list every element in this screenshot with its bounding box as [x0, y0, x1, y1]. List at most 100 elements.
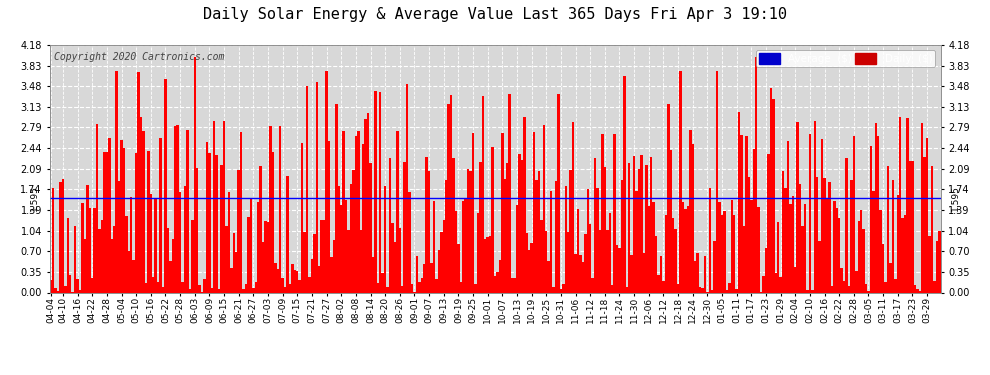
Bar: [148, 152, 149, 292]
Bar: [484, 239, 486, 292]
Bar: [418, 282, 421, 292]
Bar: [266, 222, 269, 292]
Bar: [647, 206, 650, 292]
Bar: [184, 186, 186, 292]
Bar: [819, 241, 821, 292]
Bar: [767, 154, 769, 292]
Bar: [477, 213, 479, 292]
Bar: [614, 134, 616, 292]
Bar: [472, 133, 474, 292]
Bar: [306, 86, 308, 292]
Bar: [138, 72, 140, 292]
Bar: [931, 166, 934, 292]
Bar: [408, 192, 411, 292]
Bar: [281, 278, 284, 292]
Bar: [208, 153, 211, 292]
Bar: [801, 226, 804, 292]
Bar: [877, 136, 879, 292]
Bar: [154, 199, 156, 292]
Bar: [452, 158, 454, 292]
Bar: [501, 132, 504, 292]
Bar: [679, 71, 682, 292]
Bar: [86, 185, 88, 292]
Bar: [582, 262, 584, 292]
Bar: [198, 285, 201, 292]
Bar: [111, 239, 113, 292]
Bar: [567, 232, 569, 292]
Bar: [174, 126, 176, 292]
Bar: [59, 182, 61, 292]
Bar: [916, 289, 919, 292]
Bar: [438, 249, 441, 292]
Bar: [316, 82, 318, 292]
Bar: [747, 177, 750, 292]
Bar: [406, 84, 408, 292]
Bar: [206, 142, 208, 292]
Bar: [794, 267, 797, 292]
Bar: [557, 94, 559, 292]
Bar: [233, 234, 235, 292]
Bar: [752, 149, 755, 292]
Bar: [349, 184, 352, 292]
Bar: [662, 281, 664, 292]
Bar: [714, 241, 716, 292]
Bar: [381, 273, 384, 292]
Bar: [118, 180, 121, 292]
Bar: [889, 263, 892, 292]
Bar: [321, 220, 323, 292]
Bar: [128, 251, 130, 292]
Bar: [454, 211, 457, 292]
Bar: [929, 236, 931, 292]
Bar: [386, 287, 389, 292]
Bar: [61, 179, 64, 292]
Bar: [511, 278, 513, 292]
Bar: [145, 283, 148, 292]
Bar: [829, 182, 831, 292]
Text: 1.595: 1.595: [30, 185, 39, 211]
Bar: [631, 255, 633, 292]
Bar: [611, 285, 614, 292]
Bar: [286, 176, 289, 292]
Bar: [441, 232, 443, 292]
Bar: [203, 279, 206, 292]
Bar: [340, 205, 343, 292]
Bar: [936, 241, 939, 292]
Bar: [782, 171, 784, 292]
Bar: [299, 280, 301, 292]
Bar: [652, 202, 655, 292]
Bar: [69, 275, 71, 292]
Bar: [689, 130, 691, 292]
Bar: [664, 214, 667, 292]
Bar: [51, 188, 54, 292]
Bar: [572, 122, 574, 292]
Bar: [169, 261, 171, 292]
Bar: [594, 158, 596, 292]
Bar: [797, 122, 799, 292]
Bar: [296, 272, 299, 292]
Bar: [88, 208, 91, 292]
Bar: [523, 117, 526, 292]
Bar: [636, 190, 638, 292]
Bar: [474, 284, 477, 292]
Bar: [814, 121, 816, 292]
Bar: [650, 157, 652, 292]
Bar: [892, 180, 894, 292]
Bar: [574, 254, 577, 292]
Bar: [874, 123, 877, 292]
Bar: [621, 180, 623, 292]
Bar: [443, 220, 445, 292]
Bar: [347, 230, 349, 292]
Bar: [504, 180, 506, 292]
Bar: [359, 230, 362, 292]
Bar: [462, 201, 464, 292]
Bar: [777, 222, 779, 292]
Bar: [479, 162, 481, 292]
Bar: [838, 218, 841, 292]
Bar: [826, 198, 829, 292]
Bar: [401, 285, 404, 292]
Bar: [143, 130, 145, 292]
Bar: [240, 132, 243, 292]
Bar: [799, 184, 801, 292]
Bar: [934, 281, 936, 292]
Bar: [149, 194, 152, 292]
